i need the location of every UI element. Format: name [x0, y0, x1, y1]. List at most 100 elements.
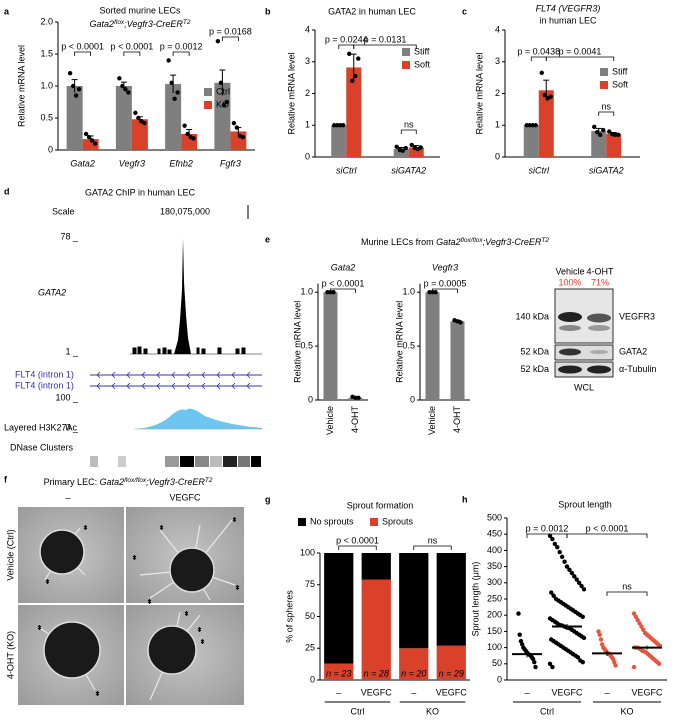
column-label: –: [65, 492, 70, 502]
y-tick-label: 100: [487, 642, 502, 652]
y-tick-label: 0.5: [402, 340, 415, 350]
data-point: [569, 570, 575, 576]
data-point: [549, 590, 554, 595]
bar-segment: [361, 579, 391, 680]
legend-label: No sprouts: [310, 516, 354, 526]
bar: [408, 147, 424, 157]
bar: [591, 130, 607, 157]
data-point: [547, 661, 553, 666]
y-tick-label: 400: [487, 545, 502, 555]
data-point: [231, 120, 237, 126]
y-tick-label: 2: [495, 88, 500, 98]
panel-title-part: flox/flox: [461, 237, 484, 244]
data-point: [580, 659, 585, 665]
chart-title: Sorted murine LECs: [99, 5, 181, 15]
band-size: 140 kDa: [515, 311, 549, 321]
panel-title-part: T2: [205, 477, 213, 484]
data-point: [575, 655, 581, 660]
dnase-block: [118, 456, 126, 467]
panel-d: d GATA2 ChIP in human LEC Scale 180,075,…: [4, 186, 262, 467]
dnase-block: [90, 456, 98, 467]
group-label: Ctrl: [351, 706, 365, 716]
panel-label: d: [4, 186, 10, 196]
data-point: [350, 78, 355, 84]
dnase-block: [180, 456, 194, 467]
x-tick-label: VEGFC: [551, 687, 583, 697]
data-point: [169, 80, 174, 86]
p-value: p = 0.0012: [160, 41, 203, 51]
bracket: [598, 111, 615, 116]
chart-title: FLT4 (VEGFR3): [536, 3, 601, 13]
bracket: [330, 288, 356, 293]
data-point: [576, 580, 582, 585]
data-point: [639, 624, 644, 629]
y-axis-label: Sprout length (μm): [470, 562, 480, 637]
legend-swatch: [204, 101, 212, 109]
track-name: Layered H3K27Ac: [4, 422, 78, 432]
x-tick-label: Vegfr3: [119, 158, 145, 168]
chart-subtitle-part: flox: [114, 19, 125, 26]
legend-swatch: [600, 68, 608, 76]
data-point: [598, 637, 604, 642]
bar: [450, 321, 465, 400]
row-label: 4-OHT (KO): [5, 631, 15, 679]
x-tick-label: Vehicle: [325, 406, 335, 435]
column-label: VEGFC: [169, 492, 201, 502]
data-point: [656, 661, 662, 666]
legend-swatch: [204, 88, 212, 96]
chip-signal: [132, 346, 246, 354]
legend-label: Soft: [612, 79, 629, 89]
x-tick-label: siCtrl: [529, 165, 550, 175]
sphere: [147, 625, 197, 675]
dnase-block: [223, 456, 237, 467]
bracket: [566, 533, 648, 538]
data-point: [218, 80, 224, 86]
x-tick-label: Gata2: [70, 158, 95, 168]
data-point: [458, 320, 463, 325]
band-name: VEGFR3: [619, 311, 655, 321]
data-point: [613, 663, 618, 668]
chart-title: Sprout length: [558, 499, 612, 509]
x-tick-label: 4-OHT: [452, 405, 462, 433]
chart-subtitle: in human LEC: [539, 15, 597, 25]
y-tick-label: 4: [495, 24, 500, 34]
y-tick-label: 300: [487, 577, 502, 587]
y-axis-label: Relative mRNA level: [292, 301, 302, 383]
x-tick-label: –: [336, 687, 341, 697]
gene-track: [90, 374, 262, 387]
bar-segment: [436, 553, 466, 646]
p-value: p = 0.0005: [424, 278, 467, 288]
p-value: p < 0.0001: [61, 41, 104, 51]
y-tick-label: 0: [48, 144, 53, 154]
data-point: [532, 659, 537, 665]
data-point: [136, 115, 141, 121]
panel-title-part: flox/flox: [124, 477, 147, 484]
panel-title: Murine LECs from Gata2flox/flox;Vegfr3-C…: [361, 237, 549, 248]
gene-arrows: [96, 371, 251, 390]
bar: [82, 139, 99, 150]
data-point: [73, 93, 79, 98]
asterisk-markers: [37, 517, 240, 696]
y-tick-label: 1.0: [402, 287, 415, 297]
chart-title: Sprout formation: [347, 500, 414, 510]
data-point: [601, 127, 606, 133]
data-point: [581, 587, 587, 592]
legend-swatch: [402, 48, 410, 56]
data-point: [409, 142, 414, 148]
data-point: [598, 132, 603, 137]
x-tick-label: siCtrl: [336, 165, 357, 175]
legend-label: Stiff: [612, 66, 628, 76]
p-value: ns: [622, 581, 632, 591]
data-point: [92, 141, 98, 146]
chart-subtitle-part: Gata2: [90, 19, 115, 29]
data-point: [403, 145, 408, 151]
panel-title-part: Primary LEC:: [44, 477, 100, 487]
bar: [538, 90, 554, 157]
data-point: [574, 577, 579, 582]
chart-title: Vegfr3: [432, 262, 458, 272]
legend-label: Sprouts: [382, 516, 414, 526]
panel-title-part: Gata2: [436, 237, 461, 247]
band: [587, 313, 611, 323]
panel-f: f – VEGFC Vehicle (Ctrl) 4-OHT (KO): [4, 474, 244, 705]
